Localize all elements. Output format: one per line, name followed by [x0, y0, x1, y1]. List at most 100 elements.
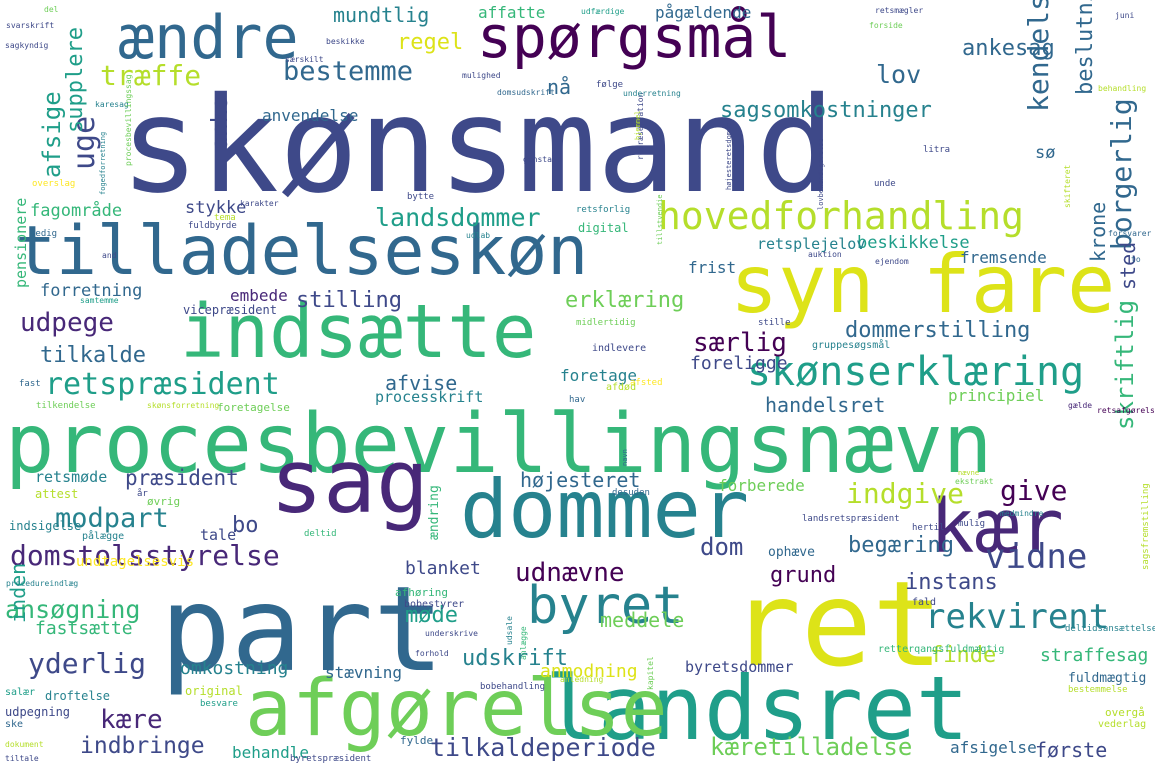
word: grund	[770, 563, 837, 588]
word: domstolsstyrelse	[10, 539, 280, 572]
word: øvrig	[147, 495, 181, 508]
word: hertil	[912, 523, 945, 533]
word: undtagelsesvis	[76, 554, 195, 570]
word: afsted	[630, 378, 663, 388]
word: udsale	[505, 616, 514, 645]
word: inden	[6, 562, 30, 623]
word: fuldmægtig	[1068, 671, 1147, 686]
word: tiltale	[5, 754, 39, 763]
word: spørgsmål	[477, 3, 792, 71]
word: forsvarer	[1108, 229, 1152, 238]
word: dommerstilling	[845, 318, 1031, 343]
word: udlab	[466, 231, 491, 240]
word: del	[44, 5, 59, 14]
word: første	[1035, 738, 1108, 762]
word: frist	[688, 258, 737, 277]
word: ankesag	[962, 36, 1055, 61]
word: anmodning	[540, 661, 638, 682]
word: salær	[5, 687, 36, 698]
word: processkrift	[375, 388, 484, 406]
word: fuldbyrde	[188, 221, 237, 231]
word: afdød	[606, 382, 637, 393]
word: sagsomkostninger	[720, 98, 932, 123]
word: indlevere	[592, 343, 647, 354]
word: tilkalde	[40, 343, 146, 368]
word: finde	[930, 643, 997, 668]
word: stilling	[296, 288, 402, 313]
word: ske	[5, 719, 24, 730]
word: juni	[1115, 11, 1135, 20]
word: møde	[405, 603, 458, 628]
word: bytte	[407, 192, 435, 202]
word: ændre	[118, 3, 299, 73]
word: svarskrift	[6, 21, 55, 30]
word: domsudskrift	[497, 88, 555, 97]
word: borgerlig	[1105, 98, 1138, 250]
word: foreligge	[690, 353, 788, 374]
word: skønsmand	[120, 69, 836, 223]
word: fogedforretning	[99, 131, 107, 195]
word: gælde	[1068, 401, 1093, 410]
word: kær	[930, 484, 1064, 570]
word: udpege	[20, 308, 114, 338]
word: fast	[19, 379, 41, 389]
word: byretspræsident	[290, 754, 372, 764]
word: afsigelse	[950, 738, 1037, 757]
word: litra	[923, 145, 951, 155]
word: procedureindlæg	[6, 579, 79, 588]
word: underretning	[623, 89, 681, 98]
word: år	[137, 489, 148, 499]
word: ændring	[427, 485, 442, 540]
word: landsretspræsident	[802, 514, 900, 524]
word: regel	[397, 30, 464, 55]
word: retterqangsfuldmægtig	[878, 644, 1005, 655]
word: særskilt	[285, 55, 324, 64]
word: stykke	[185, 198, 247, 218]
word: vederlag	[1098, 719, 1147, 730]
word: sagsfremstilling	[1141, 483, 1151, 570]
word: udnævne	[515, 558, 625, 588]
word: bestemmelse	[1068, 685, 1128, 695]
word: sag	[270, 430, 429, 533]
word: ret	[730, 555, 944, 693]
word: anledning	[560, 675, 604, 684]
word: tale	[200, 526, 237, 544]
word: nå	[547, 75, 572, 99]
word: tilladelseskøn	[15, 212, 589, 291]
word: begæring	[848, 533, 954, 558]
word: karesag	[95, 100, 129, 109]
word: dommer	[460, 463, 749, 556]
word: afgørelse	[245, 664, 668, 754]
word: forside	[869, 21, 903, 30]
word: hav	[569, 395, 586, 405]
word: ophæve	[768, 545, 815, 560]
word: erklæring	[565, 288, 685, 313]
word: retsmægler	[875, 6, 924, 15]
word: fastsætte	[35, 618, 133, 639]
word: omkostning	[180, 658, 289, 679]
word: navn	[621, 449, 629, 466]
word: dokument	[5, 740, 44, 749]
word: fylde	[400, 734, 434, 747]
word: landsret	[545, 657, 969, 760]
word: samtemme	[80, 296, 119, 305]
word: krone	[1086, 201, 1110, 262]
word: embede	[230, 286, 288, 305]
word: besvare	[200, 699, 238, 709]
word: mulighed	[462, 71, 501, 80]
word: karakter	[240, 199, 279, 208]
word: and	[102, 251, 117, 260]
word: skifteret	[1063, 164, 1072, 208]
word: foretage	[560, 366, 638, 385]
word: auktion	[808, 250, 842, 259]
word: skønsforretning	[147, 401, 220, 410]
word: bo	[232, 513, 259, 538]
word: beskikke	[326, 37, 365, 46]
word: foretagelse	[217, 401, 290, 414]
word: mundtlig	[333, 3, 430, 27]
word: følge	[596, 80, 624, 90]
word: modpart	[55, 503, 169, 534]
word: sted	[1116, 241, 1140, 290]
word: indsigelse	[9, 519, 82, 533]
word: stævning	[325, 663, 403, 682]
